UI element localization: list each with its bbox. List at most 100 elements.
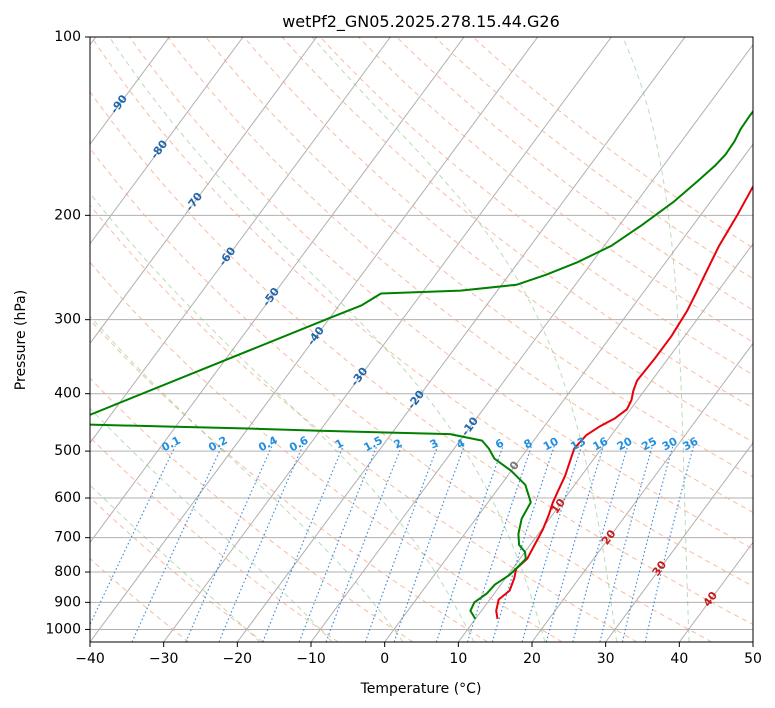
dry-adiabat-line — [90, 204, 638, 642]
axes: −40 −30 −20 −10 0 10 20 30 40 50 100 200 300 400 500 60… — [45, 29, 762, 667]
mixing-ratio-label: 25 — [639, 435, 659, 454]
isotherm-label: -50 — [260, 285, 282, 309]
isotherm-label: 10 — [548, 496, 568, 516]
isotherm-label: -80 — [148, 137, 170, 161]
moist-adiabat-line — [108, 37, 546, 642]
isotherm-line — [90, 37, 539, 642]
x-tick-label: −10 — [296, 651, 326, 667]
mixing-ratio-line — [262, 445, 344, 642]
isotherm-line — [531, 342, 753, 642]
dry-adiabat-line — [205, 37, 753, 478]
mixing-ratio-line — [90, 445, 176, 626]
y-tick-label: 300 — [54, 312, 81, 328]
dry-adiabat-line — [90, 436, 339, 642]
profile-traces — [90, 109, 753, 620]
mixing-ratio-line — [393, 445, 465, 642]
isotherm-label: -20 — [405, 388, 427, 412]
line-labels: -100-90-80-70-60-50-40-30-20-10010203040… — [64, 46, 721, 609]
isotherm-line — [605, 442, 753, 642]
x-tick-label: −40 — [75, 651, 105, 667]
dry-adiabat-line — [396, 37, 753, 311]
mixing-ratio-line — [599, 445, 653, 642]
x-tick-label: 10 — [449, 651, 467, 667]
mixing-ratio-label: 3 — [428, 436, 441, 451]
mixing-ratio-label: 4 — [454, 436, 467, 451]
mixing-ratio-label: 6 — [493, 436, 506, 451]
mixing-ratio-line — [364, 445, 439, 642]
isotherm-label: -60 — [216, 244, 238, 268]
y-tick-label: 100 — [54, 29, 81, 45]
isotherm-line — [678, 541, 753, 642]
mixing-ratio-line — [298, 445, 378, 642]
moist-adiabat-line — [90, 315, 404, 642]
isotherm-line — [752, 641, 753, 642]
grid-lines — [90, 37, 753, 642]
mixing-ratio-line — [435, 445, 504, 642]
x-tick-label: 30 — [597, 651, 615, 667]
isotherm-line — [90, 37, 244, 245]
mixing-ratio-label: 16 — [591, 435, 611, 454]
dry-adiabat-line — [90, 90, 753, 626]
y-tick-label: 600 — [54, 490, 81, 506]
isotherm-label: 20 — [599, 527, 619, 547]
x-tick-label: −20 — [223, 651, 253, 667]
isotherm-line — [90, 37, 170, 146]
dry-adiabat-line — [319, 37, 753, 376]
moist-adiabat-line — [90, 407, 333, 642]
isotherm-label: 30 — [650, 558, 670, 578]
moist-adiabat-line — [622, 37, 690, 642]
y-tick-label: 400 — [54, 386, 81, 402]
x-tick-label: 20 — [523, 651, 541, 667]
mixing-ratio-line — [572, 445, 629, 642]
mixing-ratio-line — [644, 445, 695, 642]
y-tick-label: 500 — [54, 443, 81, 459]
isotherm-label: -10 — [459, 414, 481, 438]
isotherm-line — [90, 37, 391, 444]
y-tick-label: 200 — [54, 207, 81, 223]
mixing-ratio-label: 10 — [541, 435, 561, 454]
x-tick-label: −30 — [149, 651, 179, 667]
isotherm-line — [90, 37, 465, 544]
isotherm-label: 40 — [701, 589, 721, 609]
isotherm-line — [90, 37, 318, 345]
mixing-ratio-label: 36 — [681, 435, 701, 454]
plot-frame — [89, 36, 754, 643]
isotherm-line — [384, 143, 753, 642]
dry-adiabat-line — [90, 377, 414, 642]
moist-adiabat-line — [311, 37, 618, 642]
x-tick-label: 40 — [670, 651, 688, 667]
dry-adiabat-line — [90, 147, 712, 642]
isotherm-line — [457, 242, 753, 642]
isotherm-line — [310, 43, 753, 642]
dry-adiabat-line — [90, 261, 563, 642]
mixing-ratio-label: 2 — [392, 436, 405, 451]
x-tick-label: 0 — [380, 651, 389, 667]
isotherm-line — [163, 37, 612, 642]
dry-adiabat-line — [434, 37, 753, 280]
dewpoint-trace — [90, 109, 753, 620]
dry-adiabat-line — [281, 37, 753, 409]
mixing-ratio-line — [545, 445, 605, 642]
dry-adiabat-line — [167, 37, 753, 514]
chart-title: wetPf2_GN05.2025.278.15.44.G26 — [282, 12, 560, 32]
y-tick-label: 800 — [54, 564, 81, 580]
mixing-ratio-label: 13 — [568, 435, 588, 454]
dry-adiabat-line — [472, 37, 753, 249]
x-tick-label: 50 — [744, 651, 762, 667]
moist-adiabat-line — [90, 484, 261, 642]
temperature-trace — [495, 184, 753, 620]
y-tick-label: 900 — [54, 594, 81, 610]
isotherm-label: -90 — [108, 92, 130, 116]
mixing-ratio-line — [325, 445, 403, 642]
isotherm-label: -70 — [183, 190, 205, 214]
y-axis-label: Pressure (hPa) — [13, 290, 29, 390]
mixing-ratio-line — [621, 445, 674, 642]
x-axis-label: Temperature (°C) — [360, 681, 482, 697]
isotherm-label: -100 — [64, 46, 91, 76]
mixing-ratio-label: 30 — [660, 435, 680, 454]
mixing-ratio-line — [466, 445, 533, 642]
dry-adiabat-line — [358, 37, 753, 343]
mixing-ratio-line — [491, 445, 555, 642]
y-tick-label: 1000 — [45, 621, 81, 637]
